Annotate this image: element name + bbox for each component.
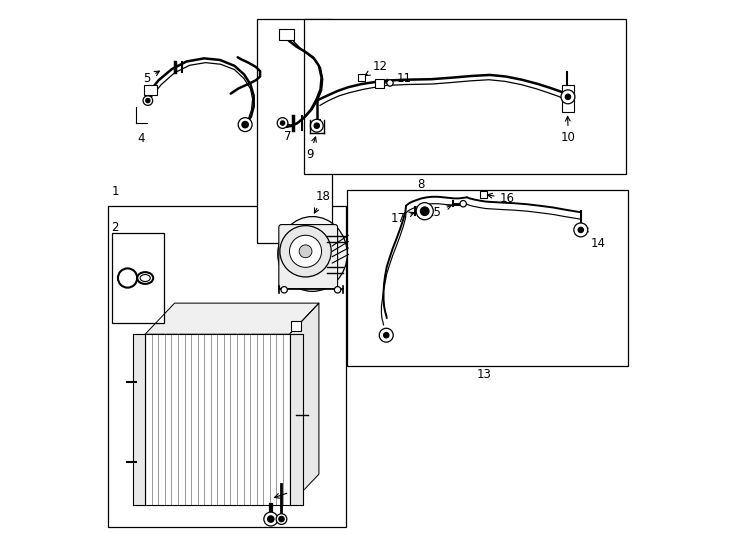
- Circle shape: [239, 118, 252, 132]
- Circle shape: [310, 119, 323, 132]
- Circle shape: [561, 90, 575, 104]
- Circle shape: [387, 80, 393, 86]
- Circle shape: [335, 287, 341, 293]
- Text: 17: 17: [390, 212, 414, 225]
- Bar: [258, 19, 333, 244]
- Bar: [291, 321, 301, 331]
- Bar: [304, 19, 626, 174]
- Bar: [144, 85, 158, 95]
- Polygon shape: [289, 334, 303, 505]
- Text: 4: 4: [138, 132, 145, 145]
- Bar: [108, 206, 346, 526]
- Bar: [112, 233, 164, 323]
- Text: 15: 15: [427, 205, 451, 219]
- Circle shape: [314, 123, 319, 129]
- Circle shape: [242, 122, 248, 128]
- Text: 5: 5: [143, 71, 159, 85]
- Text: 7: 7: [282, 119, 291, 143]
- Circle shape: [565, 94, 570, 99]
- Circle shape: [281, 287, 288, 293]
- Text: 12: 12: [365, 60, 388, 76]
- Circle shape: [277, 118, 288, 129]
- Circle shape: [460, 200, 466, 207]
- Text: 6: 6: [291, 245, 299, 258]
- Circle shape: [578, 227, 584, 233]
- Polygon shape: [134, 334, 145, 505]
- Bar: [480, 191, 487, 198]
- Bar: [279, 30, 294, 40]
- Polygon shape: [289, 303, 319, 505]
- Text: 10: 10: [561, 116, 576, 144]
- Bar: [375, 79, 384, 88]
- Circle shape: [146, 98, 150, 103]
- Text: 8: 8: [417, 178, 424, 191]
- Text: 2: 2: [112, 221, 119, 234]
- Ellipse shape: [140, 274, 150, 281]
- Text: 18: 18: [314, 190, 330, 213]
- FancyBboxPatch shape: [279, 225, 338, 289]
- Text: 1: 1: [112, 185, 119, 198]
- Circle shape: [279, 516, 284, 522]
- Circle shape: [118, 268, 137, 288]
- Polygon shape: [145, 334, 289, 505]
- Circle shape: [143, 96, 153, 105]
- Bar: [346, 190, 628, 366]
- Text: 11: 11: [383, 72, 412, 85]
- Ellipse shape: [137, 272, 153, 284]
- Circle shape: [289, 235, 321, 267]
- Circle shape: [384, 333, 389, 338]
- Ellipse shape: [277, 217, 347, 292]
- Text: 13: 13: [477, 368, 492, 381]
- Circle shape: [379, 328, 393, 342]
- Circle shape: [416, 202, 433, 220]
- Text: 3: 3: [275, 484, 299, 498]
- Bar: [562, 85, 574, 112]
- Text: 16: 16: [487, 192, 515, 205]
- Circle shape: [276, 514, 287, 524]
- Circle shape: [280, 226, 331, 277]
- Circle shape: [299, 245, 312, 258]
- Bar: [358, 74, 365, 81]
- Text: 9: 9: [306, 137, 316, 161]
- Circle shape: [264, 512, 277, 526]
- Polygon shape: [145, 303, 319, 334]
- Circle shape: [268, 516, 274, 522]
- Circle shape: [421, 207, 429, 215]
- Text: 14: 14: [584, 226, 606, 250]
- Circle shape: [280, 121, 285, 125]
- Circle shape: [574, 223, 588, 237]
